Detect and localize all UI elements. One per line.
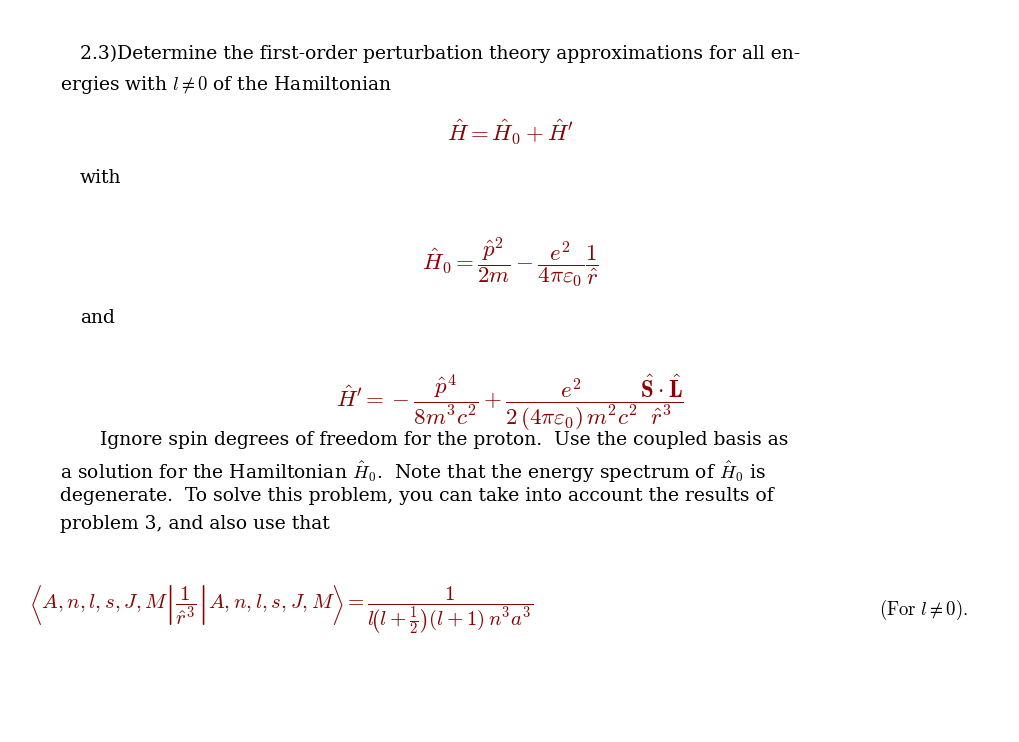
Text: ergies with $l \neq 0$ of the Hamiltonian: ergies with $l \neq 0$ of the Hamiltonia… (60, 74, 392, 96)
Text: with: with (79, 169, 121, 187)
Text: degenerate.  To solve this problem, you can take into account the results of: degenerate. To solve this problem, you c… (60, 487, 772, 505)
Text: 2.3)Determine the first-order perturbation theory approximations for all en-: 2.3)Determine the first-order perturbati… (79, 45, 800, 63)
Text: a solution for the Hamiltonian $\hat{H}_0$.  Note that the energy spectrum of $\: a solution for the Hamiltonian $\hat{H}_… (60, 459, 765, 485)
Text: problem 3, and also use that: problem 3, and also use that (60, 515, 329, 533)
Text: $\hat{H}' = -\dfrac{\hat{p}^4}{8m^3c^2} + \dfrac{e^2}{2\,(4\pi\varepsilon_0)\,m^: $\hat{H}' = -\dfrac{\hat{p}^4}{8m^3c^2} … (336, 372, 683, 433)
Text: $\hat{H} = \hat{H}_0 + \hat{H}'$: $\hat{H} = \hat{H}_0 + \hat{H}'$ (446, 118, 573, 147)
Text: $(\mathrm{For}\ l \neq 0).$: $(\mathrm{For}\ l \neq 0).$ (878, 597, 967, 622)
Text: and: and (79, 309, 115, 326)
Text: $\hat{H}_0 = \dfrac{\hat{p}^2}{2m} - \dfrac{e^2}{4\pi\varepsilon_0}\dfrac{1}{\ha: $\hat{H}_0 = \dfrac{\hat{p}^2}{2m} - \df… (421, 235, 598, 289)
Text: $\left\langle A, n, l, s, J, M \left| \dfrac{1}{\hat{r}^3} \right| A, n, l, s, J: $\left\langle A, n, l, s, J, M \left| \d… (30, 583, 533, 636)
Text: Ignore spin degrees of freedom for the proton.  Use the coupled basis as: Ignore spin degrees of freedom for the p… (100, 431, 788, 449)
